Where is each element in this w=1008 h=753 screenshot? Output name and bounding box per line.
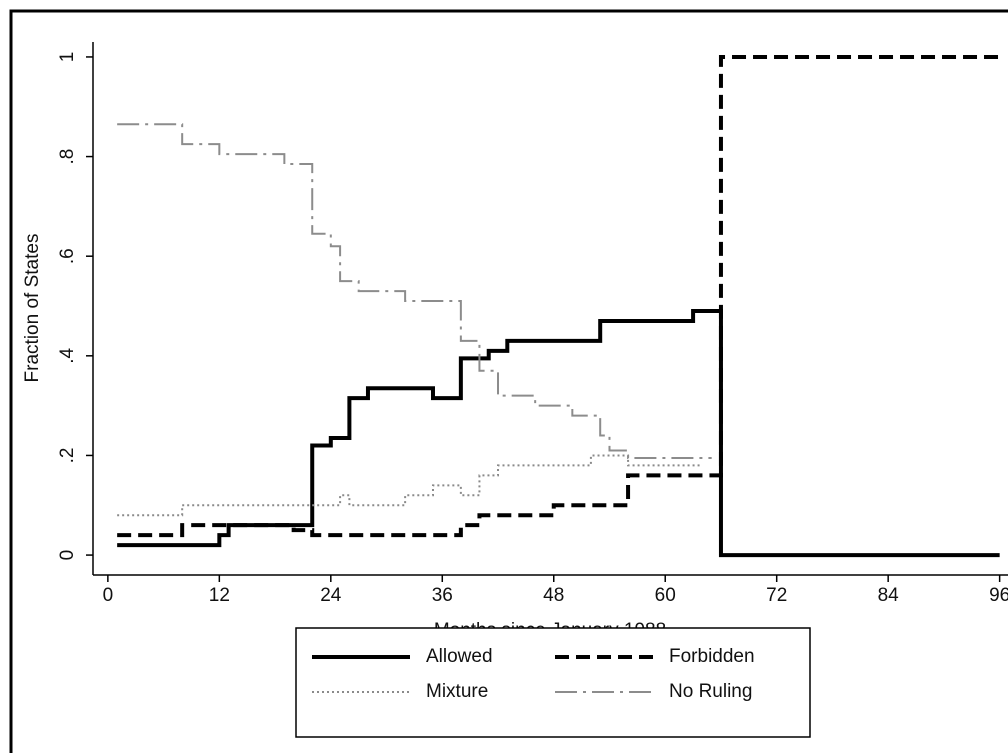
x-tick-label: 48 [543,585,564,606]
x-tick-label: 0 [103,585,114,606]
x-tick-label: 60 [655,585,676,606]
y-tick-label: .8 [57,149,78,165]
y-tick-label: 1 [57,52,78,63]
y-tick-label: .4 [57,347,78,363]
x-tick-label: 12 [209,585,230,606]
y-axis-title: Fraction of States [22,234,43,383]
legend [295,627,811,738]
x-tick-label: 84 [878,585,900,606]
step-line [117,54,1000,538]
step-line [117,123,712,459]
x-tick-label: 24 [320,585,342,606]
legend-label: Allowed [426,646,493,667]
frame [9,9,1008,753]
legend-label: Forbidden [669,646,755,667]
step-line [117,308,1000,558]
x-tick-label: 36 [432,585,453,606]
x-tick-label: 96 [989,585,1008,606]
legend-label: Mixture [426,681,488,702]
y-tick-label: .2 [57,448,78,464]
legend-label: No Ruling [669,681,752,702]
y-tick-label: .6 [57,248,78,264]
y-tick-label: 0 [57,550,78,561]
x-tick-label: 72 [766,585,787,606]
